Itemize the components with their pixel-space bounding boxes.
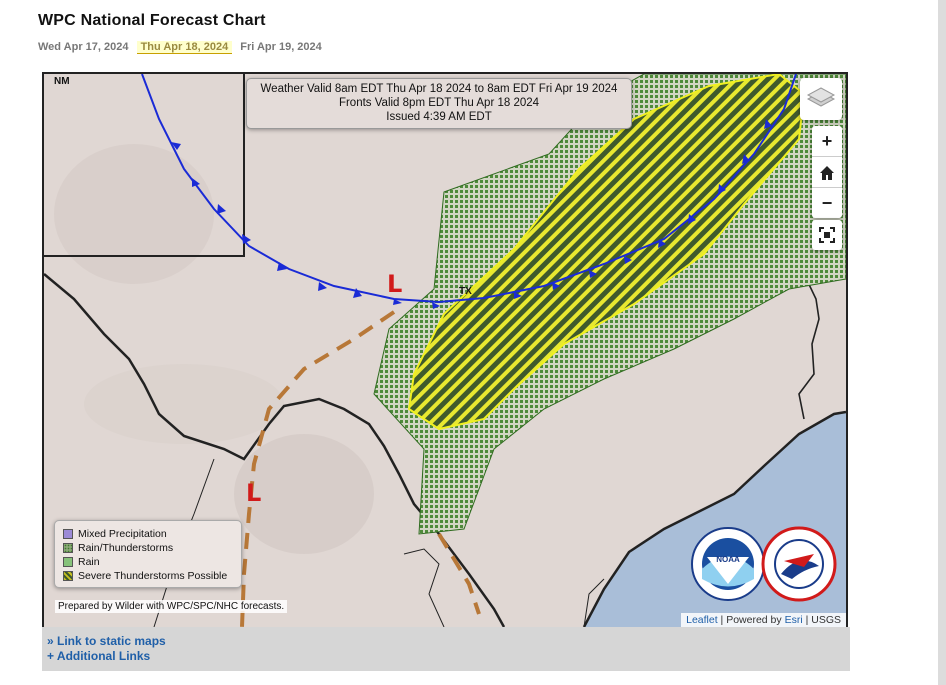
map-attribution: Leaflet | Powered by Esri | USGS (681, 613, 846, 627)
legend-label: Severe Thunderstorms Possible (78, 570, 228, 582)
map-legend: Mixed Precipitation Rain/Thunderstorms R… (54, 520, 242, 588)
fullscreen-icon (819, 227, 835, 243)
cold-front-barbs (171, 119, 772, 309)
tab-fri[interactable]: Fri Apr 19, 2024 (240, 41, 322, 53)
legend-swatch-rain-thunder (63, 543, 73, 553)
tab-wed[interactable]: Wed Apr 17, 2024 (38, 41, 129, 53)
zoom-controls: + − (812, 126, 842, 218)
zoom-out-button[interactable]: − (821, 193, 833, 213)
legend-swatch-severe (63, 571, 73, 581)
static-maps-link[interactable]: » Link to static maps (47, 634, 166, 648)
legend-label: Mixed Precipitation (78, 528, 167, 540)
legend-label: Rain/Thunderstorms (78, 542, 174, 554)
legend-swatch-mixed (63, 529, 73, 539)
additional-links-link[interactable]: + Additional Links (47, 649, 151, 663)
trough-line (240, 310, 396, 627)
validity-info-box: Weather Valid 8am EDT Thu Apr 18 2024 to… (246, 78, 632, 129)
esri-link[interactable]: Esri (784, 614, 803, 626)
tab-thu[interactable]: Thu Apr 18, 2024 (136, 41, 233, 54)
legend-item: Severe Thunderstorms Possible (63, 569, 241, 583)
low-pressure-marker: L (387, 270, 403, 298)
nws-logo (761, 526, 837, 602)
zoom-in-button[interactable]: + (812, 126, 842, 157)
links-bar: » Link to static maps + Additional Links (42, 627, 850, 671)
scrollbar-track[interactable] (938, 0, 946, 685)
page-title: WPC National Forecast Chart (38, 12, 266, 29)
home-icon (820, 166, 834, 181)
fullscreen-button[interactable] (812, 220, 842, 250)
attribution-text: | Powered by (717, 614, 785, 626)
severe-thunderstorm-area (407, 74, 806, 431)
legend-label: Rain (78, 556, 100, 568)
svg-text:NOAA: NOAA (716, 555, 740, 564)
day-tabs: Wed Apr 17, 2024 Thu Apr 18, 2024 Fri Ap… (38, 41, 327, 54)
low-pressure-marker: L (246, 479, 262, 507)
legend-item: Rain (63, 555, 241, 569)
legend-item: Rain/Thunderstorms (63, 541, 241, 555)
fronts-valid-text: Fronts Valid 8pm EDT Thu Apr 18 2024 (338, 97, 540, 109)
layers-button[interactable] (800, 78, 842, 120)
state-label-tx: TX (459, 286, 472, 297)
nm-tx-border (44, 74, 245, 257)
noaa-logo: NOAA (691, 527, 765, 601)
legend-swatch-rain (63, 557, 73, 567)
state-label-nm: NM (54, 76, 70, 87)
forecast-map[interactable]: NOAA NM TX L L Weather Valid 8am EDT Thu… (42, 72, 848, 629)
home-button[interactable] (812, 157, 842, 188)
weather-valid-text: Weather Valid 8am EDT Thu Apr 18 2024 to… (260, 83, 618, 95)
issued-text: Issued 4:39 AM EDT (386, 111, 492, 123)
layers-icon (806, 87, 836, 107)
attribution-text: | USGS (802, 614, 841, 626)
cold-front-line (141, 74, 797, 304)
legend-item: Mixed Precipitation (63, 527, 241, 541)
leaflet-link[interactable]: Leaflet (686, 614, 718, 626)
prepared-by-text: Prepared by Wilder with WPC/SPC/NHC fore… (55, 600, 288, 613)
